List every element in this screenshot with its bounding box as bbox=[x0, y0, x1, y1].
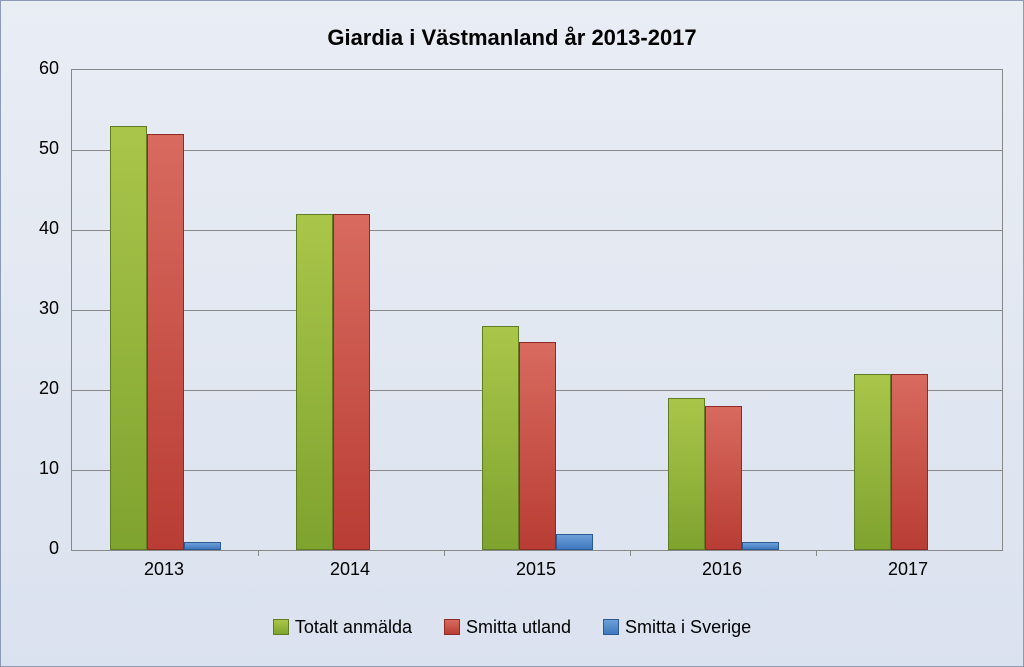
legend-swatch bbox=[273, 619, 289, 635]
legend-item: Totalt anmälda bbox=[273, 616, 412, 638]
bar bbox=[184, 542, 221, 550]
y-tick-label: 60 bbox=[1, 58, 59, 79]
x-tick-label: 2014 bbox=[257, 559, 443, 580]
legend-swatch bbox=[603, 619, 619, 635]
bar bbox=[556, 534, 593, 550]
bar bbox=[296, 214, 333, 550]
gridline bbox=[72, 230, 1002, 231]
chart-container: Giardia i Västmanland år 2013-2017 0 10 20… bbox=[0, 0, 1024, 667]
y-tick-label: 40 bbox=[1, 218, 59, 239]
category-tick bbox=[258, 550, 259, 556]
y-tick-label: 10 bbox=[1, 458, 59, 479]
gridline bbox=[72, 310, 1002, 311]
x-tick-label: 2013 bbox=[71, 559, 257, 580]
bar bbox=[742, 542, 779, 550]
y-tick-label: 20 bbox=[1, 378, 59, 399]
legend-label: Smitta utland bbox=[466, 617, 571, 637]
x-tick-label: 2015 bbox=[443, 559, 629, 580]
bar bbox=[333, 214, 370, 550]
bar bbox=[705, 406, 742, 550]
bar bbox=[482, 326, 519, 550]
y-tick-label: 50 bbox=[1, 138, 59, 159]
bar bbox=[110, 126, 147, 550]
legend-label: Totalt anmälda bbox=[295, 617, 412, 637]
chart-title: Giardia i Västmanland år 2013-2017 bbox=[1, 25, 1023, 51]
category-tick bbox=[630, 550, 631, 556]
category-tick bbox=[444, 550, 445, 556]
bar bbox=[854, 374, 891, 550]
y-tick-label: 30 bbox=[1, 298, 59, 319]
bar bbox=[147, 134, 184, 550]
legend-swatch bbox=[444, 619, 460, 635]
plot-area bbox=[71, 69, 1003, 551]
bar bbox=[668, 398, 705, 550]
legend-label: Smitta i Sverige bbox=[625, 617, 751, 637]
bar bbox=[519, 342, 556, 550]
x-tick-label: 2016 bbox=[629, 559, 815, 580]
category-tick bbox=[816, 550, 817, 556]
y-tick-label: 0 bbox=[1, 538, 59, 559]
bar bbox=[891, 374, 928, 550]
legend: Totalt anmälda Smitta utland Smitta i Sver… bbox=[1, 616, 1023, 638]
legend-item: Smitta utland bbox=[444, 616, 571, 638]
x-tick-label: 2017 bbox=[815, 559, 1001, 580]
legend-item: Smitta i Sverige bbox=[603, 616, 751, 638]
gridline bbox=[72, 150, 1002, 151]
